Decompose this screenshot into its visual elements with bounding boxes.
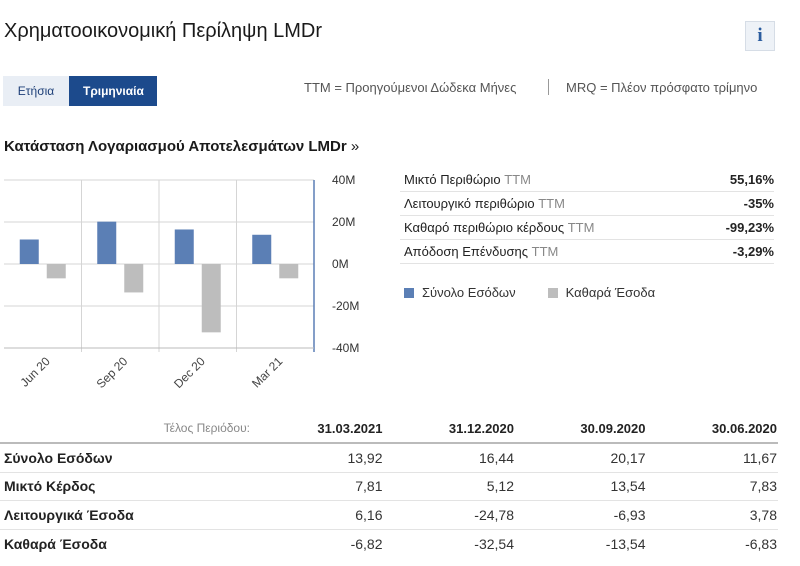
table-cell: -6,82 — [350, 535, 383, 552]
table-row: Λειτουργικά Έσοδα 6,16 -24,78 -6,93 3,78 — [0, 501, 778, 530]
ratio-tag: TTM — [538, 196, 565, 211]
table-cell: 11,67 — [743, 449, 777, 466]
ratio-label: Απόδοση Επένδυσης — [404, 244, 529, 259]
table-row: Σύνολο Εσόδων 13,92 16,44 20,17 11,67 — [0, 444, 778, 473]
bar-total-revenue — [97, 221, 117, 264]
table-cell: 20,17 — [610, 449, 646, 466]
table-cell: 16,44 — [478, 449, 514, 466]
tab-annual[interactable]: Ετήσια — [3, 76, 69, 106]
legend-item-total-revenue: Σύνολο Εσόδων — [404, 285, 516, 300]
table-row: Μικτό Κέρδος 7,81 5,12 13,54 7,83 — [0, 473, 778, 501]
column-header: 31.03.2021 — [317, 420, 383, 436]
bar-total-revenue — [174, 229, 194, 264]
period-tabs: Ετήσια Τριμηνιαία — [3, 76, 157, 106]
mrq-note: MRQ = Πλέον πρόσφατο τρίμηνο — [566, 80, 758, 95]
period-label: Τέλος Περιόδου: — [163, 421, 250, 435]
ratio-tag: TTM — [567, 220, 595, 235]
legend-label: Καθαρά Έσοδα — [565, 285, 656, 300]
legend-label: Σύνολο Εσόδων — [422, 285, 516, 300]
row-label: Σύνολο Εσόδων — [4, 449, 113, 466]
ratio-value: 55,16% — [729, 172, 774, 187]
bar-net-income — [46, 264, 66, 279]
table-cell: 7,83 — [749, 478, 777, 495]
income-statement-link[interactable]: Κατάσταση Λογαριασμού Αποτελεσμάτων LMDr… — [4, 138, 359, 155]
ratio-value: -3,29% — [732, 244, 774, 259]
bar-net-income — [279, 264, 299, 279]
x-tick-label: Sep 20 — [94, 354, 131, 391]
column-header: 30.09.2020 — [580, 420, 646, 436]
table-cell: 13,92 — [347, 449, 383, 466]
legend-swatch — [547, 287, 558, 298]
column-header: 31.12.2020 — [448, 420, 514, 436]
table-cell: 5,12 — [486, 478, 514, 495]
page-title: Χρηματοοικονομική Περίληψη LMDr — [4, 20, 323, 42]
row-label: Καθαρά Έσοδα — [4, 535, 107, 552]
y-tick-label: -20M — [332, 299, 359, 313]
info-icon[interactable]: i — [745, 21, 775, 51]
bar-net-income — [201, 264, 221, 333]
x-tick-label: Mar 21 — [249, 354, 286, 391]
y-tick-label: -40M — [332, 341, 359, 355]
table-cell: -13,54 — [605, 535, 646, 552]
ratio-row: Λειτουργικό περιθώριο TTM -35% — [400, 192, 774, 216]
table-row: Καθαρά Έσοδα -6,82 -32,54 -13,54 -6,83 — [0, 530, 778, 559]
column-header: 30.06.2020 — [711, 420, 777, 436]
financial-table: Τέλος Περιόδου: 31.03.2021 31.12.2020 30… — [0, 414, 778, 558]
ratio-value: -35% — [743, 196, 774, 211]
bar-net-income — [124, 264, 144, 293]
table-cell: -32,54 — [474, 535, 514, 552]
ratio-tag: TTM — [504, 172, 531, 187]
y-tick-label: 0M — [332, 257, 349, 271]
chevron-right-icon: » — [350, 138, 360, 155]
table-cell: 3,78 — [749, 506, 777, 523]
table-header: Τέλος Περιόδου: 31.03.2021 31.12.2020 30… — [0, 414, 778, 444]
ratio-row: Μικτό Περιθώριο TTM 55,16% — [400, 168, 774, 192]
table-cell: -24,78 — [474, 506, 514, 523]
legend-item-net-income: Καθαρά Έσοδα — [547, 285, 656, 300]
table-cell: -6,83 — [745, 535, 777, 552]
divider — [548, 79, 549, 95]
chart-legend: Σύνολο Εσόδων Καθαρά Έσοδα — [404, 285, 687, 300]
ratio-label: Μικτό Περιθώριο — [404, 172, 501, 187]
x-tick-label: Jun 20 — [17, 354, 53, 390]
table-cell: 13,54 — [610, 478, 646, 495]
ttm-note: TTM = Προηγούμενοι Δώδεκα Μήνες — [304, 80, 517, 95]
row-label: Λειτουργικά Έσοδα — [4, 506, 134, 523]
ratio-tag: TTM — [531, 244, 559, 259]
ratios-table: Μικτό Περιθώριο TTM 55,16% Λειτουργικό π… — [400, 168, 774, 264]
ratio-value: -99,23% — [725, 220, 774, 235]
y-tick-label: 40M — [332, 173, 355, 187]
ratio-label: Λειτουργικό περιθώριο — [404, 196, 535, 211]
y-tick-label: 20M — [332, 215, 355, 229]
income-chart: 40M 20M 0M -20M -40M Jun 20 Sep 20 Dec 20 Mar 21 — [4, 173, 359, 391]
bar-total-revenue — [252, 234, 272, 264]
ratio-label: Καθαρό περιθώριο κέρδους — [404, 220, 565, 235]
legend-swatch — [404, 287, 414, 298]
table-cell: 7,81 — [355, 478, 383, 495]
table-cell: -6,93 — [613, 506, 646, 523]
x-tick-label: Dec 20 — [171, 354, 208, 391]
ratio-row: Καθαρό περιθώριο κέρδους TTM -99,23% — [400, 216, 774, 240]
ratio-row: Απόδοση Επένδυσης TTM -3,29% — [400, 240, 774, 264]
tab-quarterly[interactable]: Τριμηνιαία — [69, 76, 157, 106]
section-title-text: Κατάσταση Λογαριασμού Αποτελεσμάτων LMDr — [4, 138, 347, 155]
bar-total-revenue — [19, 239, 39, 264]
row-label: Μικτό Κέρδος — [4, 478, 96, 495]
table-cell: 6,16 — [355, 506, 383, 523]
